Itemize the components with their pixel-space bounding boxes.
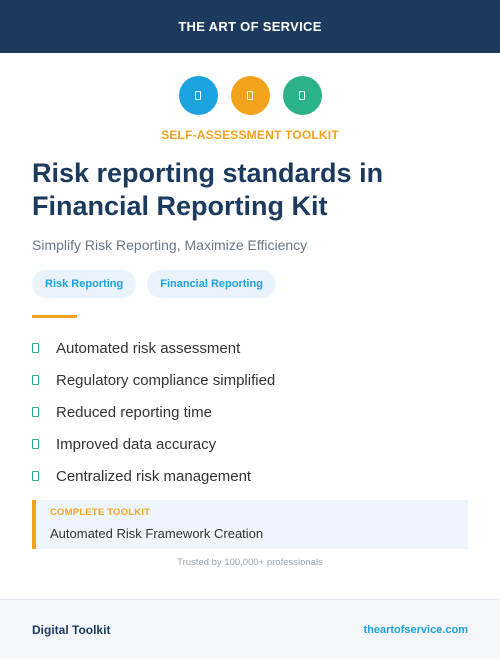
callout-eyebrow: COMPLETE TOOLKIT bbox=[50, 507, 151, 518]
document-icon bbox=[195, 91, 201, 100]
check-icon bbox=[32, 439, 39, 449]
tag-risk-reporting: Risk Reporting bbox=[32, 270, 137, 298]
check-icon bbox=[32, 407, 39, 417]
feature-text: Automated risk assessment bbox=[56, 339, 241, 357]
feature-text: Regulatory compliance simplified bbox=[56, 371, 276, 389]
tag-financial-reporting: Financial Reporting bbox=[147, 270, 276, 298]
footer-label: Digital Toolkit bbox=[32, 622, 111, 637]
feature-text: Improved data accuracy bbox=[56, 435, 217, 453]
page-title: Risk reporting standards in Financial Re… bbox=[32, 158, 384, 221]
footer: Digital Toolkit theartofservice.com bbox=[0, 599, 500, 659]
toolkit-callout: COMPLETE TOOLKIT Automated Risk Framewor… bbox=[32, 500, 468, 549]
check-icon bbox=[32, 471, 39, 481]
callout-text: Automated Risk Framework Creation bbox=[50, 526, 264, 541]
check-icon bbox=[32, 343, 39, 353]
feature-item: Regulatory compliance simplified bbox=[32, 364, 275, 396]
toolkit-eyebrow: SELF-ASSESSMENT TOOLKIT bbox=[161, 128, 339, 142]
icon-circle bbox=[178, 76, 218, 115]
tag-list: Risk Reporting Financial Reporting bbox=[32, 270, 276, 298]
icon-circle bbox=[230, 76, 270, 115]
brand-name: THE ART OF SERVICE bbox=[178, 19, 322, 34]
feature-text: Centralized risk management bbox=[56, 467, 252, 485]
feature-item: Improved data accuracy bbox=[32, 428, 275, 460]
check-icon bbox=[32, 375, 39, 385]
footer-link[interactable]: theartofservice.com bbox=[363, 623, 468, 636]
feature-item: Centralized risk management bbox=[32, 460, 275, 492]
icon-row bbox=[0, 76, 500, 115]
feature-list: Automated risk assessment Regulatory com… bbox=[32, 332, 275, 492]
document-icon bbox=[247, 91, 253, 100]
icon-circle bbox=[282, 76, 322, 115]
trust-note: Trusted by 100,000+ professionals bbox=[177, 557, 323, 568]
feature-item: Reduced reporting time bbox=[32, 396, 275, 428]
accent-divider bbox=[32, 315, 77, 318]
page-subtitle: Simplify Risk Reporting, Maximize Effici… bbox=[32, 237, 308, 253]
document-icon bbox=[299, 91, 305, 100]
feature-item: Automated risk assessment bbox=[32, 332, 275, 364]
top-banner: THE ART OF SERVICE bbox=[0, 0, 500, 53]
feature-text: Reduced reporting time bbox=[56, 403, 212, 421]
